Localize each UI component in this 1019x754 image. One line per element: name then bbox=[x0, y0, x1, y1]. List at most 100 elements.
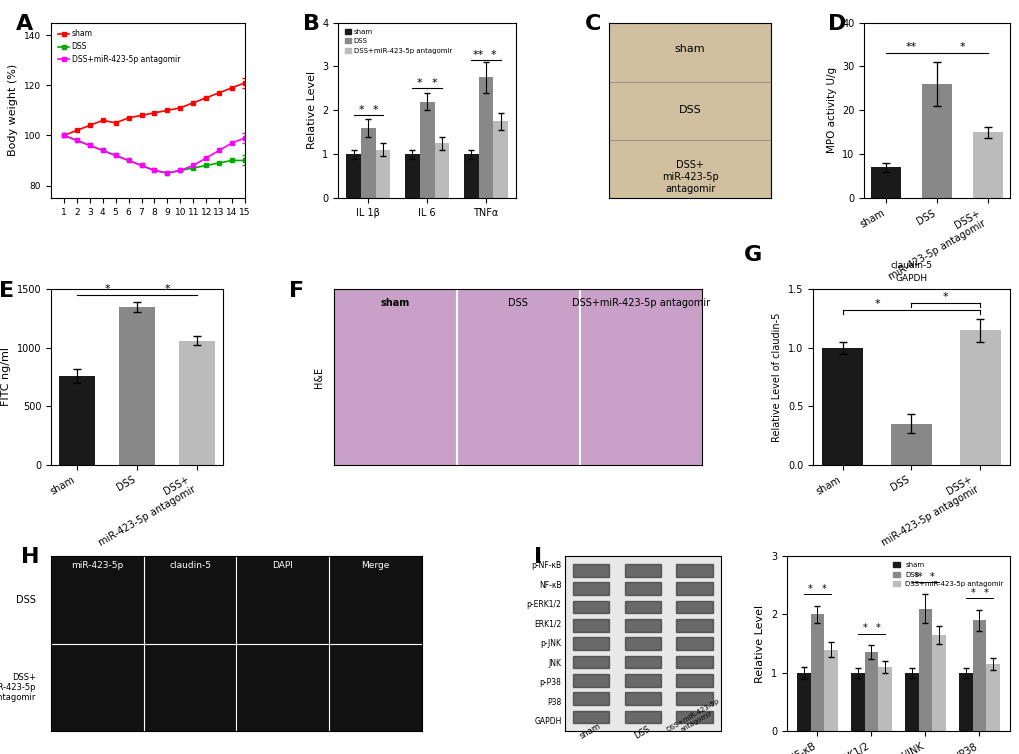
Bar bbox=[624, 692, 660, 705]
Bar bbox=[624, 655, 660, 668]
Bar bbox=[179, 341, 215, 464]
Bar bbox=[375, 150, 390, 198]
sham bbox=[136, 111, 148, 120]
DSS bbox=[186, 164, 199, 173]
Text: F: F bbox=[289, 280, 305, 301]
Bar bbox=[624, 674, 660, 687]
Bar bbox=[823, 649, 837, 731]
Bar bbox=[904, 673, 918, 731]
DSS+miR-423-5p antagomir bbox=[97, 146, 109, 155]
Text: H&E: H&E bbox=[314, 366, 324, 388]
Line: sham: sham bbox=[62, 81, 247, 137]
DSS+miR-423-5p antagomir bbox=[161, 168, 173, 177]
Bar bbox=[864, 652, 877, 731]
Text: *: * bbox=[861, 624, 866, 633]
sham bbox=[109, 118, 121, 127]
DSS+miR-423-5p antagomir bbox=[84, 141, 96, 150]
Bar bbox=[985, 664, 999, 731]
DSS+miR-423-5p antagomir bbox=[136, 161, 148, 170]
DSS bbox=[109, 151, 121, 160]
Text: sham: sham bbox=[675, 44, 705, 54]
Bar bbox=[405, 155, 420, 198]
Bar bbox=[676, 619, 712, 632]
Text: *: * bbox=[104, 284, 110, 293]
sham bbox=[238, 78, 251, 87]
Bar bbox=[810, 615, 823, 731]
Y-axis label: MPO activity U/g: MPO activity U/g bbox=[825, 67, 836, 153]
Bar bbox=[478, 78, 493, 198]
DSS+miR-423-5p antagomir bbox=[109, 151, 121, 160]
Bar bbox=[676, 674, 712, 687]
DSS bbox=[174, 166, 186, 175]
Text: *: * bbox=[807, 584, 812, 593]
Text: DSS+miR-423-5p antagomir: DSS+miR-423-5p antagomir bbox=[572, 298, 709, 308]
Bar bbox=[624, 564, 660, 577]
sham bbox=[225, 83, 237, 92]
Text: DSS+miR-423-5p
antagomir: DSS+miR-423-5p antagomir bbox=[664, 698, 723, 740]
sham bbox=[97, 116, 109, 125]
DSS+miR-423-5p antagomir bbox=[148, 166, 160, 175]
Text: DAPI: DAPI bbox=[272, 561, 293, 570]
Bar bbox=[972, 621, 985, 731]
Text: *: * bbox=[929, 572, 933, 582]
Text: p-P38: p-P38 bbox=[539, 678, 561, 687]
DSS bbox=[161, 168, 173, 177]
DSS bbox=[200, 161, 212, 170]
Line: DSS+miR-423-5p antagomir: DSS+miR-423-5p antagomir bbox=[62, 133, 247, 175]
Text: Merge: Merge bbox=[361, 561, 389, 570]
DSS+miR-423-5p antagomir bbox=[186, 161, 199, 170]
Bar bbox=[572, 710, 608, 723]
Line: DSS: DSS bbox=[62, 133, 247, 175]
Text: p-ERK1/2: p-ERK1/2 bbox=[526, 600, 561, 609]
Bar bbox=[676, 710, 712, 723]
Bar bbox=[624, 619, 660, 632]
Text: A: A bbox=[16, 14, 34, 34]
Text: miR-423-5p: miR-423-5p bbox=[71, 561, 123, 570]
DSS+miR-423-5p antagomir bbox=[174, 166, 186, 175]
Bar bbox=[624, 601, 660, 614]
sham bbox=[161, 106, 173, 115]
Text: *: * bbox=[417, 78, 422, 88]
DSS+miR-423-5p antagomir bbox=[70, 136, 83, 145]
Bar bbox=[850, 673, 864, 731]
Text: H: H bbox=[21, 547, 40, 567]
Text: B: B bbox=[303, 14, 319, 34]
Text: GAPDH: GAPDH bbox=[895, 274, 926, 283]
Text: P38: P38 bbox=[547, 697, 561, 706]
DSS bbox=[97, 146, 109, 155]
Bar bbox=[572, 674, 608, 687]
Text: *: * bbox=[373, 105, 378, 115]
DSS+miR-423-5p antagomir bbox=[238, 133, 251, 143]
Bar bbox=[958, 673, 972, 731]
Bar bbox=[821, 348, 862, 464]
sham bbox=[84, 121, 96, 130]
Bar bbox=[119, 307, 155, 464]
Text: *: * bbox=[431, 78, 437, 88]
DSS bbox=[148, 166, 160, 175]
Text: sham: sham bbox=[578, 721, 602, 740]
Bar bbox=[624, 637, 660, 650]
Text: claudin-5: claudin-5 bbox=[169, 561, 211, 570]
Text: p-NF-κB: p-NF-κB bbox=[531, 561, 561, 570]
Text: sham: sham bbox=[380, 298, 410, 308]
Bar bbox=[624, 582, 660, 595]
sham bbox=[186, 98, 199, 107]
Text: ERK1/2: ERK1/2 bbox=[534, 620, 561, 629]
Bar bbox=[572, 637, 608, 650]
sham bbox=[174, 103, 186, 112]
Bar bbox=[572, 582, 608, 595]
Text: DSS: DSS bbox=[633, 724, 652, 740]
Text: *: * bbox=[943, 292, 948, 302]
sham bbox=[148, 109, 160, 118]
Text: **: ** bbox=[473, 50, 484, 60]
DSS bbox=[238, 156, 251, 165]
Bar bbox=[59, 375, 95, 464]
Bar bbox=[361, 128, 375, 198]
Bar bbox=[572, 564, 608, 577]
Text: p-JNK: p-JNK bbox=[540, 639, 561, 648]
sham bbox=[70, 126, 83, 135]
DSS bbox=[136, 161, 148, 170]
Bar bbox=[877, 667, 891, 731]
sham bbox=[122, 113, 135, 122]
Text: GAPDH: GAPDH bbox=[534, 717, 561, 726]
